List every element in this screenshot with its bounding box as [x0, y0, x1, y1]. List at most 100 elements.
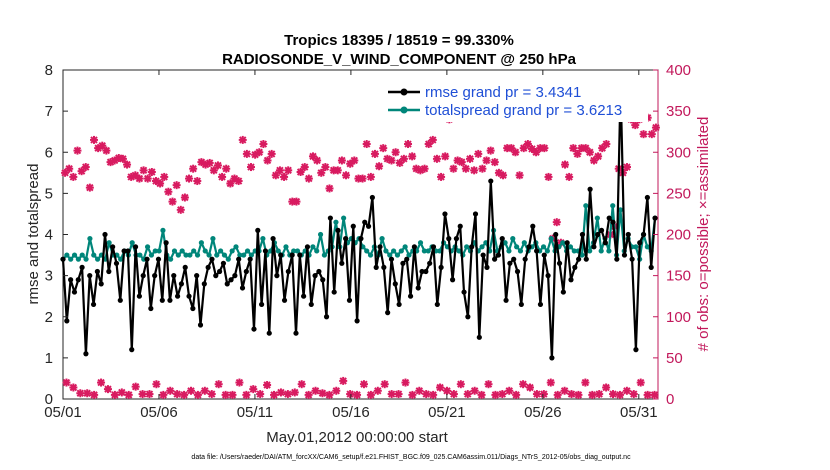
obs-point-low: [408, 390, 417, 399]
obs-point: [147, 167, 156, 176]
rmse-point: [213, 273, 219, 279]
obs-point: [81, 163, 90, 172]
obs-stroke: [498, 390, 507, 398]
rmse-point: [278, 252, 284, 258]
obs-point-low: [235, 378, 244, 387]
obs-point: [478, 164, 487, 173]
obs-point: [602, 140, 611, 149]
obs-stroke: [205, 159, 214, 167]
obs-stroke: [573, 150, 582, 158]
rmse-point: [576, 256, 582, 262]
obs-stroke: [567, 390, 576, 398]
x-tick-label: 05/01: [44, 404, 82, 421]
obs-stroke: [189, 164, 197, 173]
obs-point: [234, 177, 243, 186]
rmse-point: [186, 293, 192, 299]
obs-stroke: [477, 391, 486, 399]
obs-stroke: [118, 388, 126, 397]
obs-stroke: [616, 391, 624, 399]
rmse-point: [492, 256, 498, 262]
obs-stroke: [90, 391, 98, 399]
obs-stroke: [69, 173, 78, 181]
obs-stroke: [464, 390, 472, 398]
obs-stroke: [429, 136, 437, 144]
obs-stroke: [561, 160, 569, 169]
obs-count-series: [61, 113, 660, 399]
totalspread-point: [617, 207, 624, 213]
obs-point: [193, 177, 202, 186]
obs-point: [395, 158, 404, 167]
obs-stroke: [391, 148, 400, 156]
obs-stroke: [482, 156, 491, 165]
obs-point-low: [228, 390, 237, 399]
obs-stroke: [208, 390, 216, 398]
obs-stroke: [125, 391, 133, 399]
totalspread-point: [198, 240, 204, 246]
rmse-point: [587, 186, 593, 192]
rmse-point: [343, 236, 349, 242]
obs-stroke: [317, 169, 325, 177]
obs-stroke: [111, 391, 119, 399]
obs-stroke: [318, 389, 327, 397]
obs-point-low: [359, 380, 368, 389]
legend-spread-marker: [400, 106, 408, 114]
data-file-footer: data file: /Users/raeder/DAI/ATM_forcXX/…: [191, 454, 631, 461]
rmse-point: [255, 227, 261, 233]
y-right-tick-label: 300: [666, 144, 691, 161]
obs-stroke: [259, 140, 268, 148]
obs-point: [511, 148, 520, 157]
obs-stroke: [342, 171, 350, 179]
rmse-point: [60, 256, 66, 262]
rmse-point: [377, 244, 383, 250]
obs-point: [350, 156, 359, 165]
obs-stroke: [172, 181, 181, 189]
obs-stroke: [249, 385, 257, 393]
obs-stroke: [173, 390, 181, 398]
obs-point: [65, 164, 74, 173]
rmse-point: [281, 297, 288, 303]
obs-point: [139, 166, 148, 175]
obs-point: [143, 174, 152, 183]
obs-point-low: [325, 390, 334, 399]
y-tick-label: 3: [45, 268, 53, 285]
rmse-point: [102, 231, 108, 238]
totalspread-point: [314, 248, 320, 254]
totalspread-point: [137, 252, 143, 258]
obs-point-low: [339, 376, 348, 385]
obs-point-low: [622, 386, 631, 395]
obs-point-low: [173, 390, 182, 399]
obs-stroke: [152, 177, 160, 185]
obs-stroke: [123, 160, 131, 169]
obs-stroke: [586, 148, 594, 156]
obs-stroke: [528, 145, 536, 153]
obs-point: [499, 171, 508, 180]
rmse-point: [553, 231, 559, 238]
obs-stroke: [462, 164, 470, 173]
y-right-tick-label: 400: [666, 62, 691, 79]
obs-stroke: [505, 387, 513, 395]
obs-stroke: [470, 387, 479, 395]
y-tick-label: 8: [45, 62, 53, 79]
rmse-point: [549, 355, 555, 361]
totalspread-point: [587, 248, 593, 254]
rmse-point: [331, 289, 337, 295]
obs-stroke: [595, 390, 603, 398]
rmse-point: [232, 273, 238, 279]
obs-stroke: [301, 163, 309, 171]
obs-point-low: [470, 386, 479, 395]
obs-stroke: [474, 150, 482, 158]
obs-point-low: [249, 385, 258, 394]
rmse-point: [652, 215, 658, 221]
obs-point: [441, 152, 450, 161]
rmse-point: [190, 305, 196, 312]
obs-point: [180, 193, 189, 202]
totalspread-point: [517, 248, 524, 254]
totalspread-point: [571, 248, 577, 254]
x-tick-label: 05/26: [524, 404, 562, 421]
rmse-point: [629, 256, 635, 262]
obs-stroke: [304, 391, 313, 399]
legend-rmse-label: rmse grand pr = 3.4341: [425, 84, 581, 101]
obs-point-low: [276, 388, 285, 397]
rmse-point: [358, 236, 364, 242]
obs-stroke: [470, 166, 478, 175]
